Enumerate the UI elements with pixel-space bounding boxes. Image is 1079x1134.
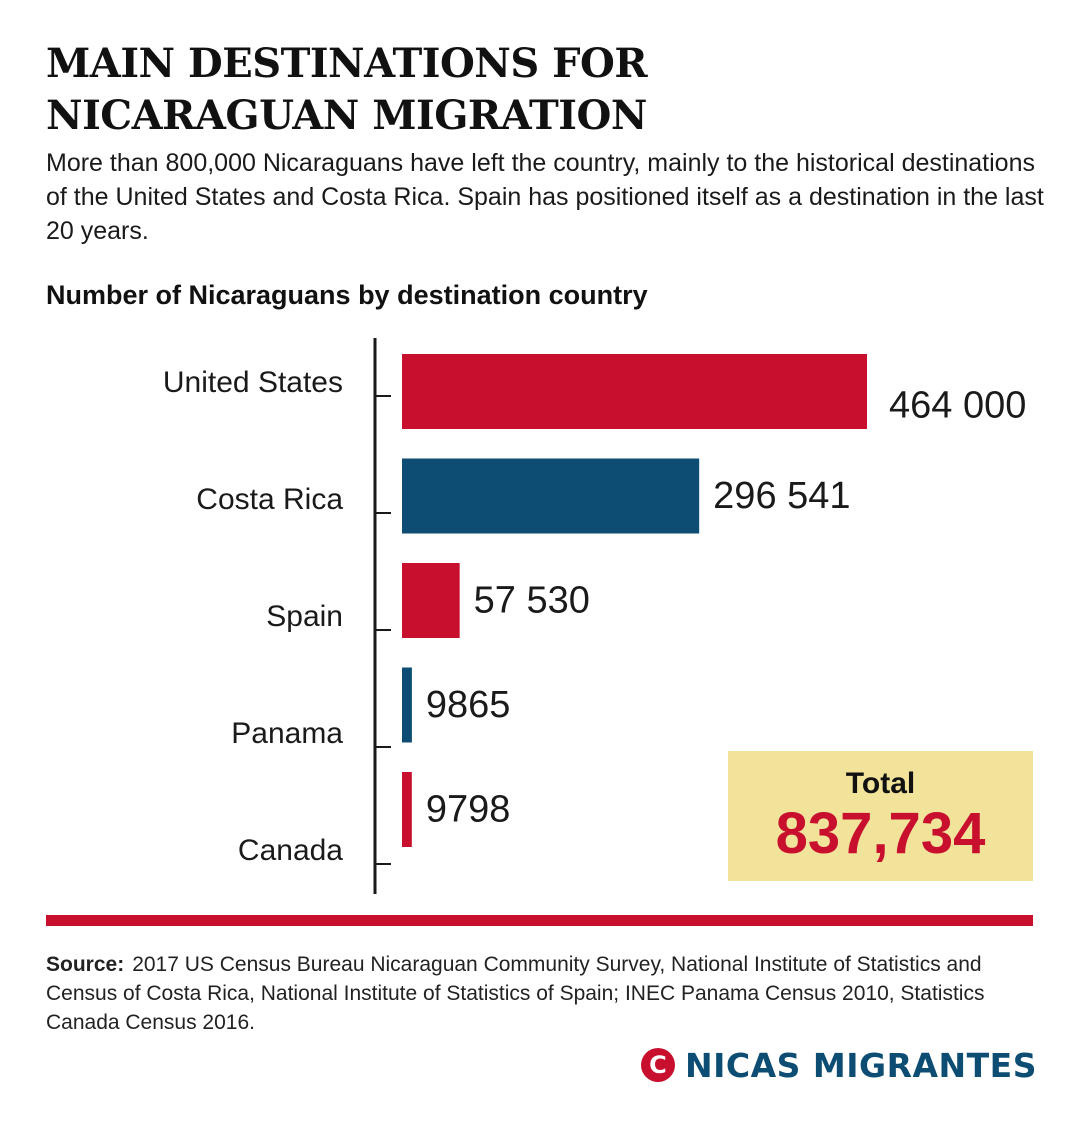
bar-2 — [402, 563, 460, 638]
data-label-0: 464 000 — [889, 385, 1026, 427]
source-note: Source: 2017 US Census Bureau Nicaraguan … — [46, 950, 1036, 1037]
source-label: Source: — [46, 953, 125, 976]
category-label-2: Spain — [266, 600, 343, 633]
bar-4 — [402, 772, 412, 847]
data-label-3: 9865 — [426, 684, 511, 726]
brand-name: NICAS MIGRANTES — [684, 1045, 1037, 1085]
chart-title: Number of Nicaraguans by destination cou… — [46, 280, 648, 310]
headline-line-2: NICARAGUAN MIGRATION — [46, 92, 647, 139]
data-label-2: 57 530 — [474, 580, 590, 622]
intro-text: More than 800,000 Nicaraguans have left … — [46, 149, 1044, 245]
brand-logo: C NICAS MIGRANTES — [640, 1045, 1037, 1085]
total-box: Total 837,734 — [728, 751, 1033, 881]
headline: MAIN DESTINATIONS FOR NICARAGUAN MIGRATI… — [46, 38, 1026, 142]
category-label-1: Costa Rica — [196, 483, 343, 516]
bar-1 — [402, 458, 700, 534]
data-label-1: 296 541 — [713, 475, 850, 517]
data-label-4: 9798 — [426, 789, 511, 831]
category-label-0: United States — [163, 366, 343, 399]
total-value: 837,734 — [775, 801, 986, 866]
bar-0 — [402, 354, 867, 429]
bar-chart: United States 464 000 Costa Rica 296 541 Spa… — [163, 338, 1026, 894]
divider-rule — [46, 915, 1033, 926]
total-label: Total — [845, 767, 916, 800]
category-label-4: Canada — [238, 834, 343, 867]
bar-3 — [402, 667, 412, 743]
category-label-3: Panama — [231, 717, 343, 750]
headline-line-1: MAIN DESTINATIONS FOR — [46, 40, 648, 87]
nicas-migrantes-logo-icon: C — [640, 1048, 675, 1082]
source-text: 2017 US Census Bureau Nicaraguan Communi… — [46, 953, 985, 1034]
